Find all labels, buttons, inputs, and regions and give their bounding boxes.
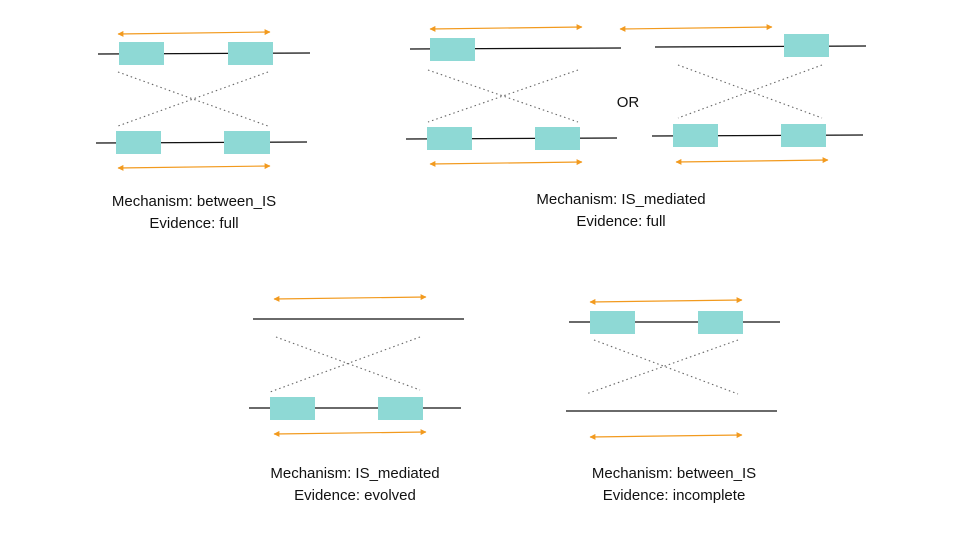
top-span-arrow [273,294,427,302]
panel-between-is-incomplete: Mechanism: between_IS Evidence: incomple… [566,297,780,504]
is-element-box [119,42,164,65]
mechanism-label: Mechanism: IS_mediated [536,191,705,208]
is-element-box [784,34,829,57]
bottom-span-arrow [589,432,743,440]
mechanism-label: Mechanism: IS_mediated [270,465,439,482]
crossover-line [585,339,739,395]
is-element-box [673,124,718,147]
is-element-box [535,127,580,150]
panel-between-is-full: Mechanism: between_IS Evidence: full [95,29,311,232]
bottom-span-arrow [117,163,271,171]
evidence-label: Evidence: full [149,215,238,232]
crossover-line [593,339,739,395]
bottom-span-arrow [429,159,583,167]
crossover-line [677,64,823,119]
is-element-box [270,397,315,420]
crossover-line [269,336,421,393]
top-span-arrow [619,24,773,32]
top-sequence-line [654,45,867,48]
mechanism-label: Mechanism: between_IS [112,193,276,210]
evidence-label: Evidence: incomplete [603,487,746,504]
is-element-box [224,131,270,154]
is-element-box [698,311,743,334]
bottom-span-arrow [675,157,829,165]
mechanism-label: Mechanism: between_IS [592,465,756,482]
top-span-arrow [117,29,271,37]
is-element-box [228,42,273,65]
panel-is-mediated-evolved: Mechanism: IS_mediated Evidence: evolved [249,294,464,504]
evidence-label: Evidence: full [576,213,665,230]
is-element-box [378,397,423,420]
panel-is-mediated-full: OR Mechanism: IS_mediated Evidence: full [405,24,867,230]
is-element-box [781,124,826,147]
bottom-span-arrow [273,429,427,437]
is-element-box [427,127,472,150]
is-element-box [590,311,635,334]
top-span-arrow [429,24,583,32]
evidence-label: Evidence: evolved [294,487,416,504]
top-span-arrow [589,297,743,305]
is-element-box [430,38,475,61]
or-label: OR [617,94,640,111]
is-element-box [116,131,161,154]
